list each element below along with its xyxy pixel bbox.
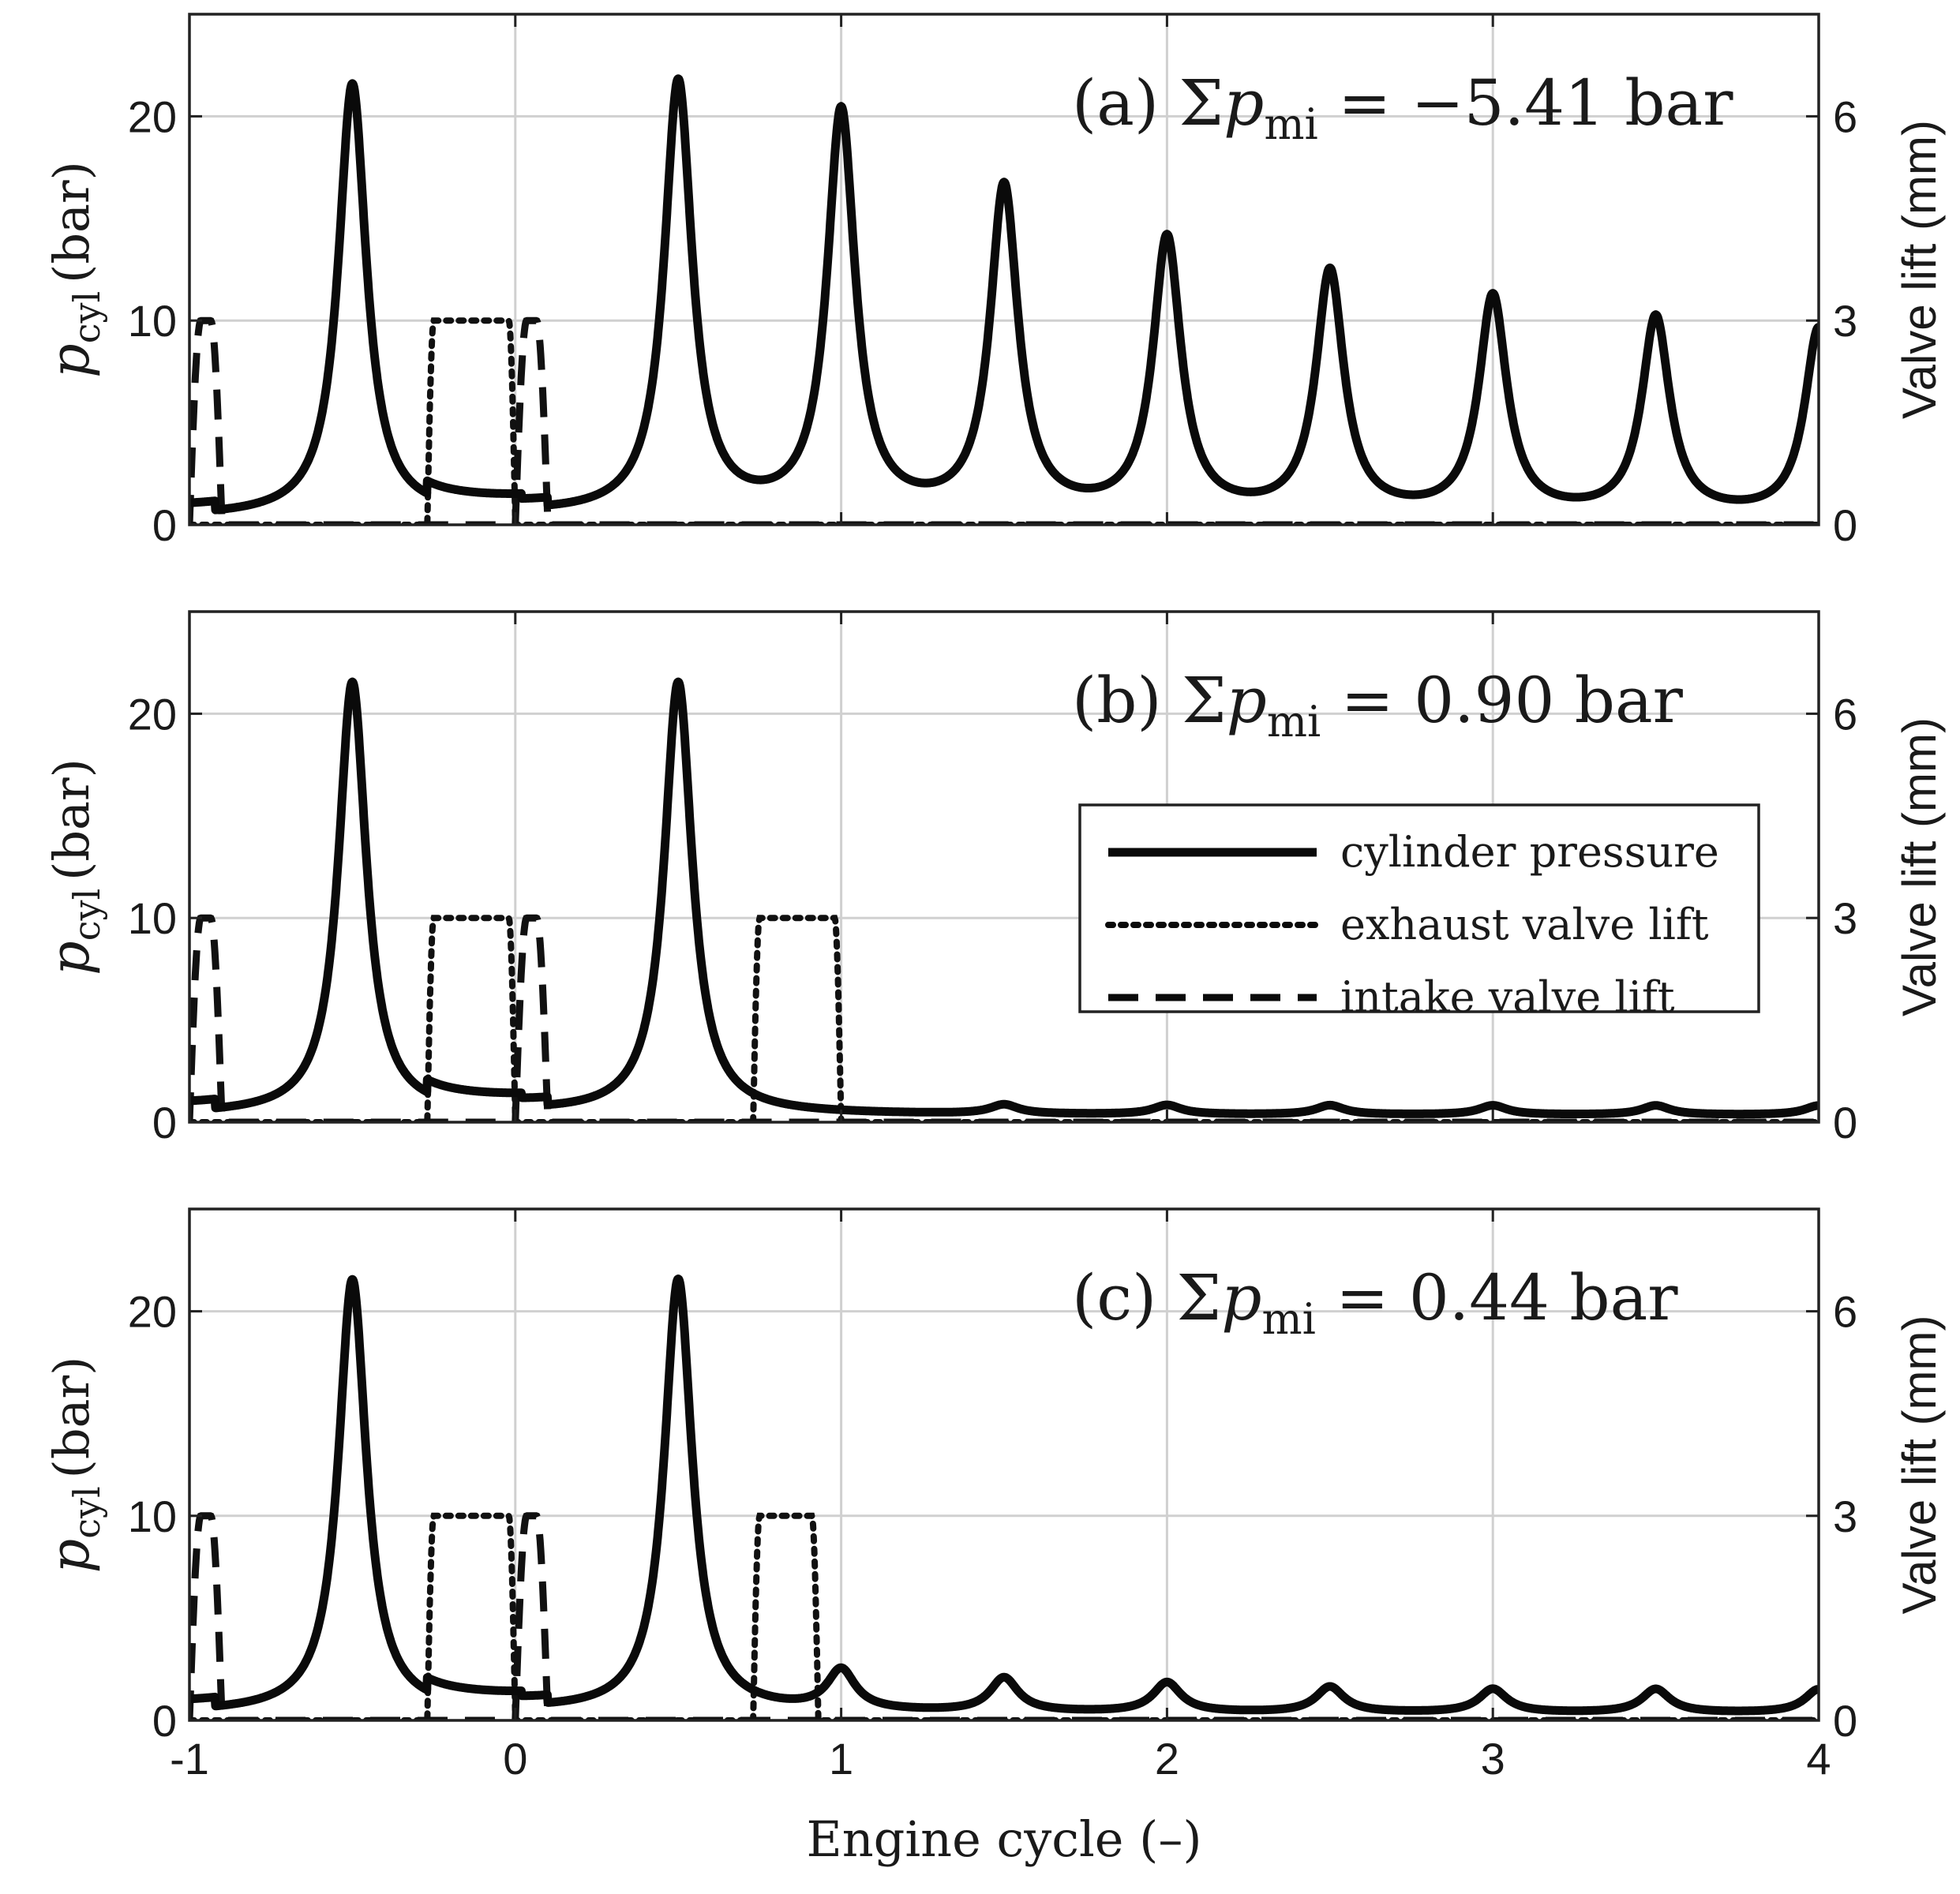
- left-tick-label: 10: [128, 1492, 177, 1541]
- left-tick-label: 10: [128, 296, 177, 346]
- axes-frame: [188, 610, 1820, 1124]
- annotation-symbol: p: [1221, 1261, 1261, 1334]
- axes-frame: [188, 13, 1820, 526]
- left-tick-label: 20: [128, 689, 177, 739]
- legend-label: exhaust valve lift: [1340, 900, 1709, 949]
- annotation-prefix: (a) Σ: [1072, 66, 1224, 140]
- series-exhaust-valve-lift: [189, 317, 1819, 525]
- annotation-value: = 0.90 bar: [1321, 664, 1683, 737]
- x-tick-label: 1: [829, 1734, 853, 1784]
- left-axis-title: pcyl (bar): [39, 758, 108, 975]
- annotation-subscript: mi: [1267, 697, 1321, 747]
- right-tick-label: 3: [1833, 893, 1857, 943]
- x-tick-label: 2: [1155, 1734, 1179, 1784]
- legend-label: cylinder pressure: [1340, 827, 1719, 877]
- legend: cylinder pressure exhaust valve lift intak…: [1078, 803, 1760, 1022]
- series-exhaust-valve-lift: [189, 1512, 1819, 1720]
- panel-annotation: (c) Σpmi = 0.44 bar: [1072, 1261, 1678, 1344]
- x-tick-label: 4: [1806, 1734, 1831, 1784]
- left-axis-unit: (bar): [43, 1357, 100, 1479]
- annotation-symbol: p: [1227, 664, 1267, 737]
- right-tick-label: 0: [1833, 500, 1857, 550]
- series-cylinder-pressure: [189, 74, 1819, 515]
- left-axis-unit: (bar): [43, 758, 100, 881]
- right-tick-label: 3: [1833, 296, 1857, 346]
- left-axis-symbol: p: [39, 1539, 102, 1574]
- series-exhaust-valve-lift: [189, 915, 1819, 1122]
- right-tick-label: 6: [1833, 92, 1857, 141]
- left-axis-unit: (bar): [43, 161, 100, 283]
- panel-annotation: (a) Σpmi = −5.41 bar: [1072, 66, 1733, 149]
- left-axis-symbol: p: [39, 941, 102, 975]
- annotation-symbol: p: [1224, 66, 1264, 140]
- left-tick-label: 20: [128, 1287, 177, 1337]
- legend-label: intake valve lift: [1340, 972, 1675, 1022]
- left-tick-label: 20: [128, 92, 177, 141]
- left-tick-label: 0: [152, 1696, 177, 1746]
- left-tick-label: 10: [128, 893, 177, 943]
- annotation-value: = −5.41 bar: [1318, 66, 1733, 140]
- right-tick-label: 6: [1833, 1287, 1857, 1337]
- series-cylinder-pressure: [189, 1275, 1819, 1716]
- right-tick-label: 3: [1833, 1492, 1857, 1541]
- x-tick-label: 3: [1481, 1734, 1505, 1784]
- right-axis-title: Valve lift (mm): [1893, 717, 1946, 1016]
- right-axis-title: Valve lift (mm): [1893, 120, 1946, 419]
- annotation-prefix: (b) Σ: [1072, 664, 1227, 737]
- x-tick-label: -1: [170, 1734, 209, 1784]
- annotation-prefix: (c) Σ: [1072, 1261, 1221, 1334]
- axes-frame: [188, 1207, 1820, 1722]
- left-axis-title: pcyl (bar): [39, 1357, 108, 1574]
- annotation-subscript: mi: [1261, 1294, 1315, 1344]
- annotation-subscript: mi: [1264, 99, 1317, 149]
- series-cylinder-pressure: [189, 677, 1819, 1119]
- left-tick-label: 0: [152, 500, 177, 550]
- left-axis-subscript: cyl: [66, 1486, 108, 1538]
- x-tick-label: 0: [503, 1734, 527, 1784]
- right-tick-label: 6: [1833, 689, 1857, 739]
- x-axis-title: Engine cycle (–): [806, 1810, 1201, 1868]
- annotation-value: = 0.44 bar: [1316, 1261, 1678, 1334]
- right-tick-label: 0: [1833, 1098, 1857, 1147]
- right-tick-label: 0: [1833, 1696, 1857, 1746]
- right-axis-title: Valve lift (mm): [1893, 1316, 1946, 1615]
- left-axis-subscript: cyl: [66, 889, 108, 941]
- left-axis-subscript: cyl: [66, 291, 108, 343]
- left-axis-symbol: p: [39, 343, 102, 378]
- left-axis-title: pcyl (bar): [39, 161, 108, 378]
- panel-annotation: (b) Σpmi = 0.90 bar: [1072, 664, 1684, 747]
- left-tick-label: 0: [152, 1098, 177, 1147]
